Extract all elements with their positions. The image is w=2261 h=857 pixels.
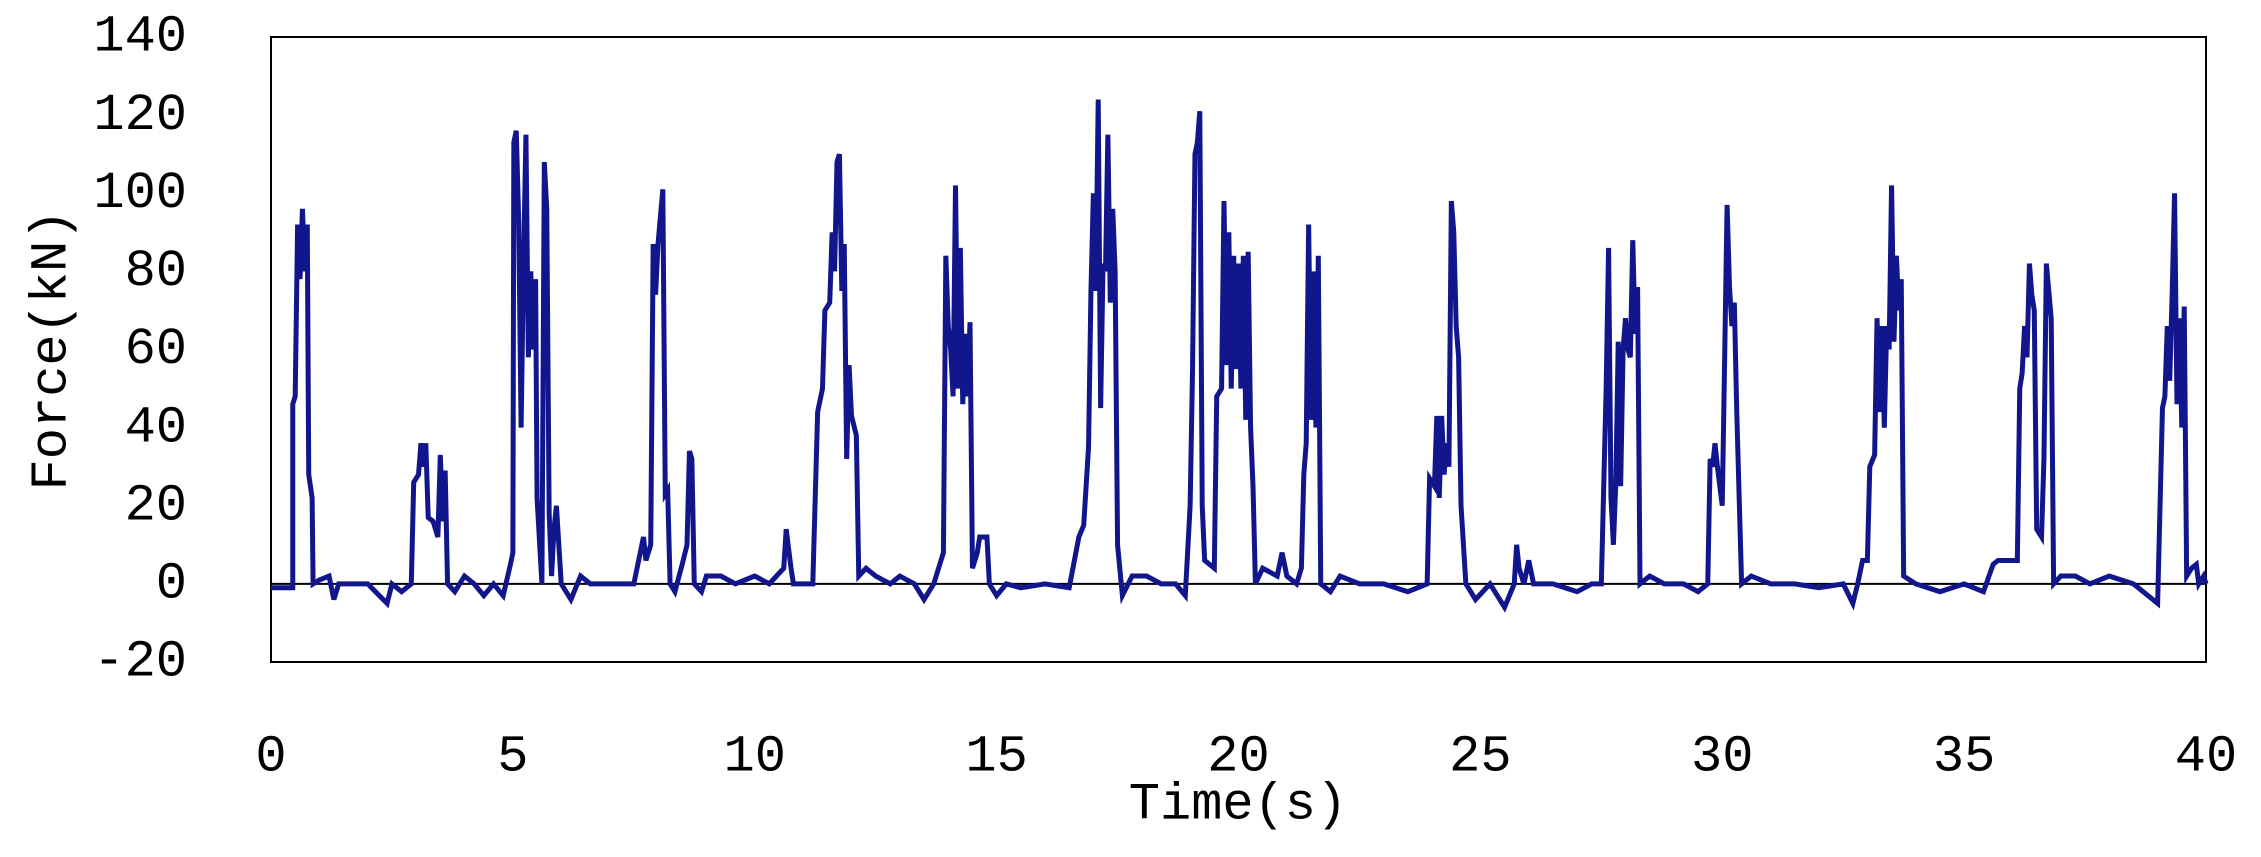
plot-frame [270, 36, 2207, 663]
x-tick-label: 0 [255, 728, 286, 787]
x-tick-label: 30 [1691, 728, 1753, 787]
x-tick-label: 15 [965, 728, 1027, 787]
y-tick-label: 0 [156, 555, 187, 614]
x-tick-label: 5 [497, 728, 528, 787]
x-tick-label: 35 [1933, 728, 1995, 787]
y-tick-label: 100 [93, 164, 187, 223]
x-tick-label: 40 [2175, 728, 2237, 787]
y-tick-label: 20 [125, 476, 187, 535]
y-tick-label: 140 [93, 8, 187, 67]
y-tick-label: 60 [125, 320, 187, 379]
x-tick-label: 25 [1449, 728, 1511, 787]
y-axis-label: Force(kN) [23, 210, 82, 491]
y-tick-label: 120 [93, 86, 187, 145]
y-tick-label: -20 [93, 633, 187, 692]
y-tick-label: 40 [125, 398, 187, 457]
y-tick-label: 80 [125, 242, 187, 301]
x-axis-label: Time(s) [1129, 776, 1347, 835]
x-tick-label: 20 [1207, 728, 1269, 787]
data-line [271, 99, 2209, 613]
x-tick-label: 10 [724, 728, 786, 787]
